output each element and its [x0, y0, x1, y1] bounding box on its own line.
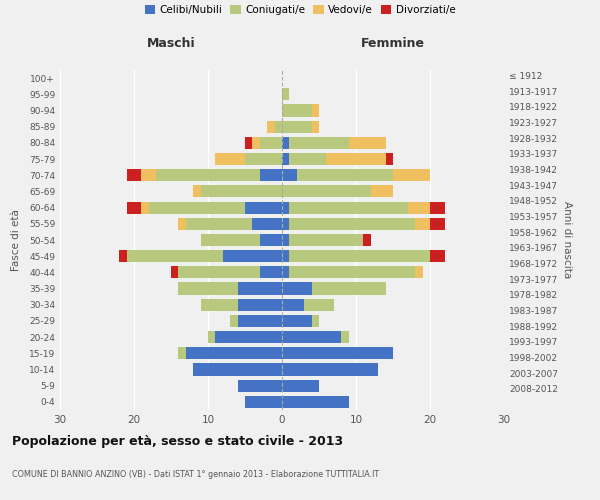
- Bar: [245, 137, 253, 149]
- Bar: [127, 169, 142, 181]
- Bar: [289, 153, 326, 165]
- Bar: [245, 396, 282, 408]
- Bar: [253, 137, 260, 149]
- Bar: [282, 331, 341, 343]
- Bar: [311, 315, 319, 327]
- Bar: [282, 88, 289, 101]
- Bar: [289, 137, 349, 149]
- Text: Popolazione per età, sesso e stato civile - 2013: Popolazione per età, sesso e stato civil…: [12, 435, 343, 448]
- Bar: [178, 348, 186, 360]
- Bar: [200, 298, 238, 311]
- Bar: [215, 331, 282, 343]
- Bar: [171, 266, 178, 278]
- Bar: [282, 298, 304, 311]
- Bar: [245, 153, 282, 165]
- Bar: [178, 266, 260, 278]
- Bar: [311, 120, 319, 132]
- Bar: [282, 186, 371, 198]
- Bar: [186, 218, 253, 230]
- Bar: [260, 266, 282, 278]
- Legend: Celibi/Nubili, Coniugati/e, Vedovi/e, Divorziati/e: Celibi/Nubili, Coniugati/e, Vedovi/e, Di…: [145, 5, 455, 15]
- Y-axis label: Fasce di età: Fasce di età: [11, 209, 20, 271]
- Bar: [223, 250, 282, 262]
- Bar: [289, 202, 408, 213]
- Bar: [386, 153, 393, 165]
- Bar: [282, 282, 311, 294]
- Bar: [297, 169, 393, 181]
- Y-axis label: Anni di nascita: Anni di nascita: [562, 202, 572, 278]
- Bar: [245, 202, 282, 213]
- Bar: [238, 380, 282, 392]
- Bar: [282, 380, 319, 392]
- Bar: [289, 234, 364, 246]
- Bar: [282, 137, 289, 149]
- Bar: [430, 218, 445, 230]
- Bar: [178, 282, 238, 294]
- Bar: [119, 250, 127, 262]
- Bar: [142, 169, 156, 181]
- Bar: [289, 218, 415, 230]
- Bar: [253, 218, 282, 230]
- Bar: [215, 153, 245, 165]
- Bar: [282, 348, 393, 360]
- Bar: [282, 396, 349, 408]
- Bar: [193, 364, 282, 376]
- Bar: [282, 234, 289, 246]
- Bar: [282, 120, 311, 132]
- Bar: [393, 169, 430, 181]
- Bar: [430, 202, 445, 213]
- Bar: [200, 186, 282, 198]
- Bar: [156, 169, 260, 181]
- Bar: [282, 250, 289, 262]
- Bar: [186, 348, 282, 360]
- Bar: [238, 282, 282, 294]
- Bar: [260, 137, 282, 149]
- Bar: [208, 331, 215, 343]
- Bar: [371, 186, 393, 198]
- Bar: [282, 202, 289, 213]
- Bar: [415, 266, 422, 278]
- Bar: [178, 218, 186, 230]
- Bar: [200, 234, 260, 246]
- Bar: [282, 315, 311, 327]
- Text: COMUNE DI BANNIO ANZINO (VB) - Dati ISTAT 1° gennaio 2013 - Elaborazione TUTTITA: COMUNE DI BANNIO ANZINO (VB) - Dati ISTA…: [12, 470, 379, 479]
- Bar: [282, 364, 378, 376]
- Bar: [326, 153, 386, 165]
- Bar: [282, 218, 289, 230]
- Bar: [238, 315, 282, 327]
- Bar: [282, 153, 289, 165]
- Text: Femmine: Femmine: [361, 37, 425, 50]
- Bar: [193, 186, 200, 198]
- Bar: [311, 104, 319, 117]
- Bar: [349, 137, 386, 149]
- Bar: [282, 169, 297, 181]
- Bar: [289, 266, 415, 278]
- Bar: [289, 250, 430, 262]
- Text: Maschi: Maschi: [146, 37, 196, 50]
- Bar: [238, 298, 282, 311]
- Bar: [341, 331, 349, 343]
- Bar: [267, 120, 275, 132]
- Bar: [408, 202, 430, 213]
- Bar: [430, 250, 445, 262]
- Bar: [364, 234, 371, 246]
- Bar: [311, 282, 386, 294]
- Bar: [282, 266, 289, 278]
- Bar: [149, 202, 245, 213]
- Bar: [142, 202, 149, 213]
- Bar: [127, 202, 142, 213]
- Bar: [304, 298, 334, 311]
- Bar: [282, 104, 311, 117]
- Bar: [260, 169, 282, 181]
- Bar: [260, 234, 282, 246]
- Bar: [415, 218, 430, 230]
- Bar: [275, 120, 282, 132]
- Bar: [230, 315, 238, 327]
- Bar: [127, 250, 223, 262]
